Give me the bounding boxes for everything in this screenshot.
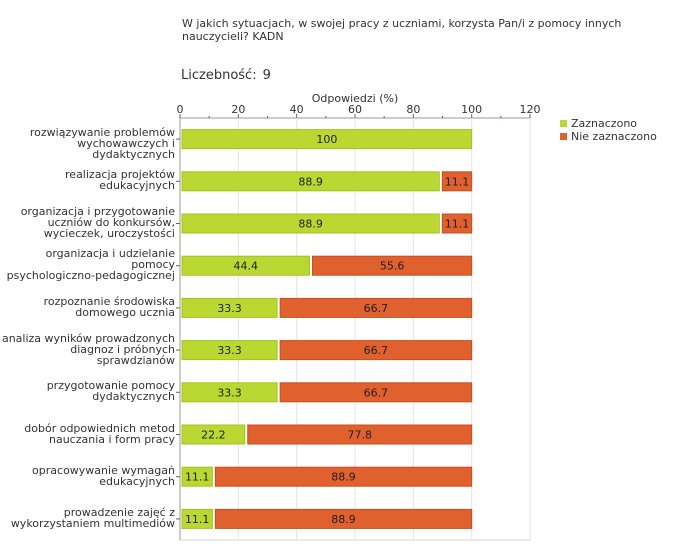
bar-zaznaczono	[181, 508, 213, 529]
category-label: realizacja projektów edukacyjnych	[0, 169, 175, 191]
x-tick-label: 40	[290, 103, 304, 116]
data-label-nie-zaznaczono: 66.7	[364, 344, 389, 357]
category-label-line: rozwiązywanie problemów	[29, 126, 175, 140]
category-label-line: dydaktycznych	[92, 390, 175, 404]
category-label: rozwiązywanie problemów wychowawczych i d…	[0, 127, 175, 160]
category-label-line: organizacja i przygotowanie	[20, 205, 175, 218]
data-label-zaznaczono: 44.4	[234, 260, 259, 273]
category-label: prowadzenie zajęć z wykorzystaniem multim…	[0, 507, 175, 529]
bar-zaznaczono	[181, 255, 310, 276]
category-label-line: rozpoznanie środowiska	[43, 294, 175, 308]
x-axis-title: Odpowiedzi (%)	[311, 92, 399, 105]
data-label-nie-zaznaczono: 66.7	[364, 302, 389, 315]
chart-title: W jakich sytuacjach, w swojej pracy z uc…	[182, 17, 622, 43]
category-label: przygotowanie pomocy dydaktycznych	[0, 380, 175, 402]
category-label-line: wycieczek, uroczystości	[43, 227, 175, 240]
bar-nie-zaznaczono	[247, 424, 473, 445]
bar-zaznaczono	[181, 340, 278, 361]
bar-nie-zaznaczono	[279, 340, 473, 361]
bar-nie-zaznaczono	[279, 382, 473, 403]
bar-zaznaczono	[181, 424, 246, 445]
data-label-zaznaczono: 11.1	[185, 471, 210, 484]
data-label-zaznaczono: 22.2	[201, 429, 226, 442]
bar-nie-zaznaczono	[279, 297, 473, 318]
category-label: organizacja i udzielanie pomocy psychologi…	[0, 248, 175, 281]
legend-swatch-nie-zaznaczono	[560, 133, 567, 140]
category-label-line: organizacja i udzielanie	[45, 247, 175, 261]
category-label: opracowywanie wymagań edukacyjnych	[0, 465, 175, 487]
bar-nie-zaznaczono	[214, 508, 473, 529]
category-label-line: prowadzenie zajęć z	[63, 505, 175, 519]
sample-size: Liczebność: 9	[181, 68, 271, 83]
category-label: organizacja i przygotowanie uczniów do ko…	[0, 206, 175, 239]
data-label-zaznaczono: 33.3	[217, 344, 242, 357]
data-label-nie-zaznaczono: 11.1	[445, 175, 470, 188]
category-label-line: edukacyjnych	[99, 179, 175, 193]
sample-size-label: Liczebność:	[181, 68, 257, 83]
data-label-nie-zaznaczono: 88.9	[331, 513, 356, 526]
data-label-zaznaczono: 11.1	[185, 513, 210, 526]
bar-zaznaczono	[181, 171, 440, 192]
data-label-nie-zaznaczono: 77.8	[347, 429, 372, 442]
x-tick-label: 60	[348, 103, 362, 116]
legend-item-zaznaczono: Zaznaczono	[560, 117, 657, 130]
x-tick-label: 20	[231, 103, 245, 116]
category-label-line: nauczania i form pracy	[48, 432, 175, 446]
bar-nie-zaznaczono	[312, 255, 473, 276]
category-label-line: psychologiczno-pedagogicznej	[6, 269, 175, 283]
category-label-line: opracowywanie wymagań	[32, 463, 175, 477]
category-label-line: wykorzystaniem multimediów	[10, 516, 175, 530]
data-label-zaznaczono: 88.9	[298, 175, 323, 188]
data-label-nie-zaznaczono: 55.6	[380, 260, 405, 273]
data-label-nie-zaznaczono: 11.1	[445, 218, 470, 231]
category-label-line: realizacja projektów	[65, 168, 175, 182]
data-label-zaznaczono: 100	[316, 133, 337, 146]
bar-nie-zaznaczono	[441, 171, 473, 192]
bar-nie-zaznaczono	[441, 213, 473, 234]
x-tick-label: 0	[177, 103, 184, 116]
bar-zaznaczono	[181, 297, 278, 318]
legend-item-nie-zaznaczono: Nie zaznaczono	[560, 130, 657, 143]
data-label-zaznaczono: 33.3	[217, 386, 242, 399]
category-label-line: uczniów do konkursów,	[47, 216, 175, 229]
bar-zaznaczono	[181, 466, 213, 487]
data-label-nie-zaznaczono: 88.9	[331, 471, 356, 484]
category-label: dobór odpowiednich metod nauczania i form…	[0, 423, 175, 445]
bar-zaznaczono	[181, 213, 440, 234]
sample-size-value: 9	[262, 68, 271, 83]
legend-swatch-zaznaczono	[560, 120, 567, 127]
data-label-zaznaczono: 33.3	[217, 302, 242, 315]
category-label-line: analiza wyników prowadzonych	[1, 331, 175, 345]
category-label-line: edukacyjnych	[99, 474, 175, 488]
legend-label-nie-zaznaczono: Nie zaznaczono	[571, 130, 657, 143]
category-label-line: diagnoz i próbnych	[70, 342, 175, 356]
bar-zaznaczono	[181, 382, 278, 403]
x-tick-label: 80	[406, 103, 420, 116]
category-label-line: sprawdzianów	[96, 353, 175, 367]
data-label-nie-zaznaczono: 66.7	[364, 386, 389, 399]
bar-zaznaczono	[181, 129, 473, 150]
category-label-line: domowego ucznia	[75, 305, 175, 319]
category-label-line: przygotowanie pomocy	[46, 379, 175, 393]
category-label-line: pomocy	[131, 258, 175, 272]
category-label-line: wychowawczych i dydaktycznych	[77, 137, 175, 162]
legend-label-zaznaczono: Zaznaczono	[571, 117, 638, 130]
bar-nie-zaznaczono	[214, 466, 473, 487]
category-label: rozpoznanie środowiska domowego ucznia	[0, 296, 175, 318]
data-label-zaznaczono: 88.9	[298, 218, 323, 231]
legend: Zaznaczono Nie zaznaczono	[560, 117, 657, 143]
category-label: analiza wyników prowadzonych diagnoz i pr…	[0, 333, 175, 366]
category-label-line: dobór odpowiednich metod	[24, 421, 175, 435]
x-tick-label: 100	[461, 103, 482, 116]
x-tick-label: 120	[520, 103, 541, 116]
